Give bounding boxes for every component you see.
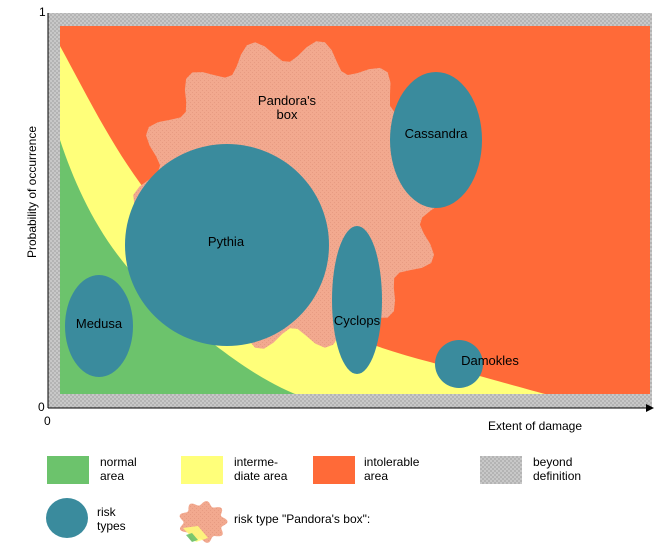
legend-intermediate-line2: diate area	[234, 469, 288, 483]
y-axis-label: Probability of occurrence	[25, 126, 39, 258]
legend-risk-line2: types	[97, 519, 126, 533]
pythia-label: Pythia	[208, 234, 245, 249]
legend-pandora-label: risk type "Pandora's box":	[234, 512, 370, 526]
medusa-label: Medusa	[76, 316, 123, 331]
cassandra-label: Cassandra	[405, 126, 469, 141]
damokles-ellipse	[435, 340, 483, 388]
legend-intolerable-line1: intolerable	[364, 455, 420, 469]
pythia-ellipse	[125, 144, 329, 346]
legend-intermediate-swatch	[181, 456, 223, 484]
cyclops-label: Cyclops	[334, 313, 381, 328]
legend-normal-swatch	[47, 456, 89, 484]
legend-beyond-swatch	[480, 456, 522, 484]
legend-risk-swatch	[46, 498, 88, 538]
x-min-tick: 0	[44, 414, 51, 428]
damokles-label: Damokles	[461, 353, 519, 368]
legend-risk-line1: risk	[97, 505, 117, 519]
legend-beyond-line1: beyond	[533, 455, 572, 469]
legend-intolerable-swatch	[313, 456, 355, 484]
legend-normal-line1: normal	[100, 455, 137, 469]
medusa-ellipse	[65, 275, 133, 377]
pandora-label-1: Pandora's	[258, 93, 317, 108]
x-axis-arrow	[646, 404, 654, 412]
legend-normal-line2: area	[100, 469, 124, 483]
pandora-label-2: box	[277, 107, 298, 122]
y-max-tick: 1	[39, 5, 46, 19]
legend-intolerable-line2: area	[364, 469, 388, 483]
x-axis-label: Extent of damage	[488, 419, 582, 433]
y-min-tick: 0	[38, 400, 45, 414]
legend-intermediate-line1: interme-	[234, 455, 278, 469]
cyclops-ellipse	[332, 226, 382, 374]
cassandra-ellipse	[390, 72, 482, 208]
legend-pandora-swatch	[179, 501, 228, 543]
legend-beyond-line2: definition	[533, 469, 581, 483]
